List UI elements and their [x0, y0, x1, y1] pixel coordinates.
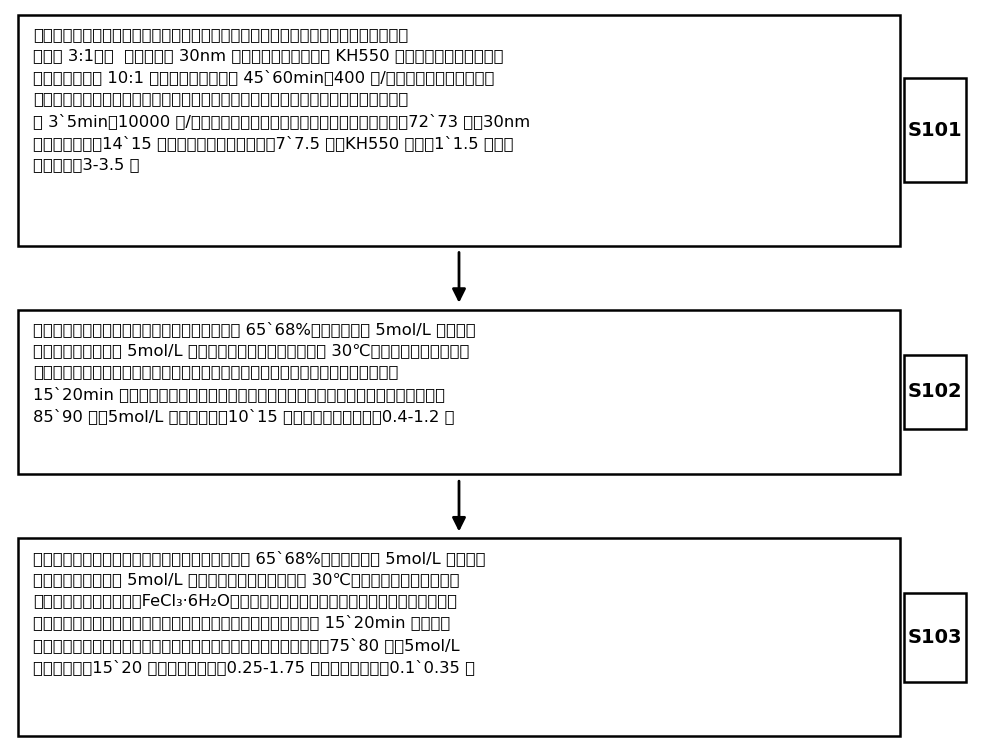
Text: S102: S102 [908, 382, 962, 402]
Text: 不锈钢表面腐蚀性自脆型放射性去污剂制备：使用 65`68%的浓硝酸配制 5mol/L 稀硝酸，
在烧杯中加入配制的 5mol/L 稀硝酸，再加入氯化钠，在 30: 不锈钢表面腐蚀性自脆型放射性去污剂制备：使用 65`68%的浓硝酸配制 5mol… [33, 550, 486, 675]
Text: 复合型自脆性去污剂制备：在聚四氟乙烯球磨罐加入无水乙醇和去离子水的混合液（体
积比为 3:1），  再依次加入 30nm 二氧化硅、硅烷偶联剂 KH550 和乳: 复合型自脆性去污剂制备：在聚四氟乙烯球磨罐加入无水乙醇和去离子水的混合液（体 积… [33, 27, 530, 172]
Bar [18, 15, 900, 246]
Text: 碳钢表面腐蚀性自脆型放射性去污剂制备：使用 65`68%的浓硝酸配制 5mol/L 稀硝酸，
在烧杯中加入配制的 5mol/L 稀硝酸，再加入硝酸缓蚀剂，在 3: 碳钢表面腐蚀性自脆型放射性去污剂制备：使用 65`68%的浓硝酸配制 5mol/… [33, 321, 476, 424]
Bar [18, 538, 900, 736]
Text: S103: S103 [908, 628, 962, 647]
Bar [904, 78, 966, 182]
Bar [18, 309, 900, 475]
Bar [904, 593, 966, 682]
Bar [904, 355, 966, 429]
Text: S101: S101 [908, 121, 962, 140]
